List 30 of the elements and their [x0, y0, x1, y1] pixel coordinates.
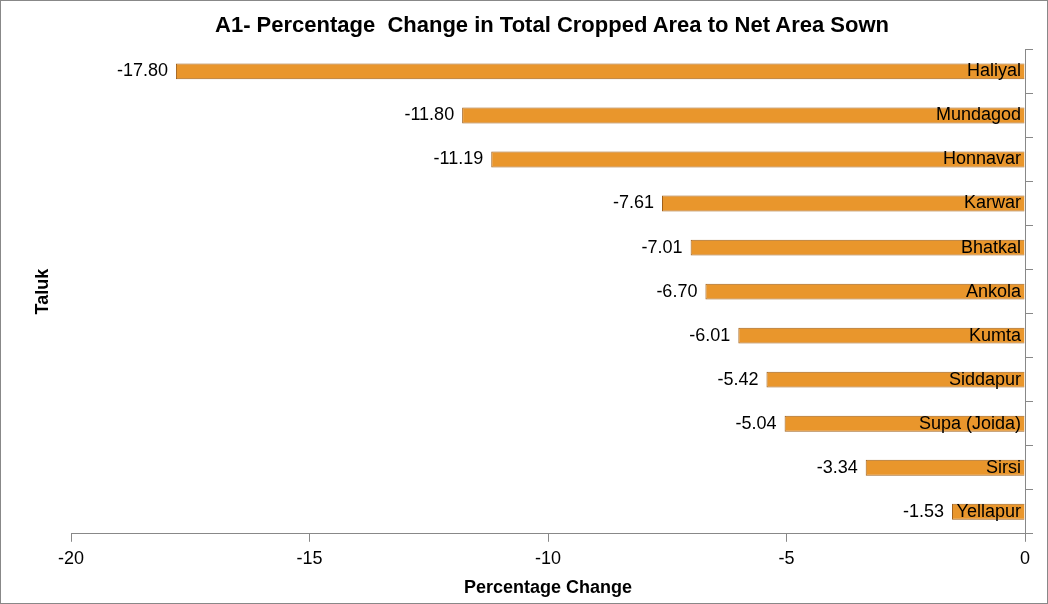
data-label: -6.70: [656, 280, 698, 301]
y-tick-label: Siddapur: [948, 368, 1021, 389]
y-tick-label: Karwar: [963, 192, 1021, 213]
data-label: -17.80: [116, 60, 168, 81]
data-label: -5.42: [717, 368, 759, 389]
data-label: -6.01: [689, 324, 731, 345]
y-tick-label: Kumta: [968, 324, 1022, 345]
data-label: -11.19: [433, 148, 484, 169]
data-label: -7.61: [612, 192, 654, 213]
y-tick-label: Honnavar: [942, 148, 1022, 169]
data-label: -5.04: [735, 412, 777, 433]
x-tick-label: -20: [57, 547, 85, 568]
y-tick-label: Mundagod: [935, 104, 1021, 125]
x-axis-title: Percentage Change: [463, 577, 633, 598]
y-tick-label: Ankola: [965, 280, 1022, 301]
y-tick-label: Haliyal: [966, 60, 1021, 81]
data-label: -11.80: [404, 104, 455, 125]
data-label: -7.01: [641, 236, 683, 257]
y-tick-label: Yellapur: [956, 500, 1021, 521]
y-tick-label: Bhatkal: [960, 236, 1021, 257]
chart-title: A1- Percentage Change in Total Cropped Area to Net Area Sown: [215, 12, 889, 38]
y-axis-title: Taluk: [31, 267, 52, 315]
data-label: -1.53: [902, 500, 945, 521]
x-tick-label: -10: [534, 547, 562, 568]
y-tick-label: Supa (Joida): [918, 412, 1021, 433]
data-label: -3.34: [816, 456, 858, 477]
y-tick-label: Sirsi: [986, 456, 1021, 477]
x-tick-label: -15: [296, 547, 323, 568]
x-tick-label: 0: [1019, 547, 1031, 568]
x-tick-label: -5: [778, 547, 795, 568]
